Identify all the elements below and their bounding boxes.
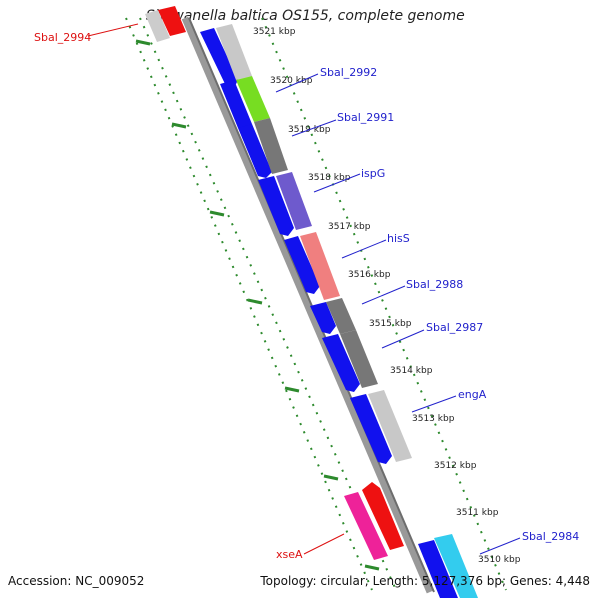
gene-label-sbal-2984[interactable]: Sbal_2984	[522, 530, 579, 543]
leader-line-sbal-2988	[361, 285, 406, 305]
gene-label-engA[interactable]: engA	[458, 388, 487, 401]
gene-block-sbal-2988	[326, 298, 356, 334]
gene-label-sbal-2991[interactable]: Sbal_2991	[337, 111, 394, 124]
gene-block-engA	[368, 390, 412, 462]
kbp-label: 3511 kbp	[456, 508, 499, 518]
kbp-label: 3513 kbp	[412, 414, 455, 424]
kbp-label: 3512 kbp	[434, 461, 477, 471]
major-tick	[135, 39, 151, 46]
kbp-labels: 3521 kbp 3520 kbp 3519 kbp 3518 kbp 3517…	[253, 27, 521, 565]
gene-block-sbal-2984	[434, 534, 478, 598]
genome-backbone	[181, 16, 434, 594]
map-title: Shewanella baltica OS155, complete genom…	[146, 8, 465, 24]
gene-blocks-left	[344, 482, 404, 560]
genome-backbone-shadow	[188, 17, 435, 593]
major-tick	[364, 564, 380, 571]
leader-line-sbal-2994	[87, 23, 139, 37]
gene-blocks-right	[145, 6, 478, 598]
gene-block	[145, 10, 170, 42]
leader-line-hisS	[341, 239, 387, 259]
kbp-label: 3518 kbp	[308, 173, 351, 183]
leader-line-xseA	[303, 533, 345, 555]
gene-block-ispG	[276, 172, 312, 230]
gene-label-sbal-2987[interactable]: Sbal_2987	[426, 321, 483, 334]
major-tick	[209, 210, 225, 217]
gene-labels: Sbal_2994 Sbal_2992 Sbal_2991 ispG hisS …	[34, 31, 579, 561]
leader-line-sbal-2984	[479, 537, 521, 555]
accession-text: Accession: NC_009052	[8, 574, 145, 588]
major-tick	[284, 386, 300, 393]
gene-block	[216, 24, 252, 80]
major-tick	[247, 298, 263, 305]
gene-block	[322, 334, 360, 392]
topology-text: Topology: circular; Length: 5,127,376 bp…	[260, 574, 590, 588]
gene-label-ispG[interactable]: ispG	[361, 167, 385, 180]
gene-block	[220, 80, 252, 130]
kbp-label: 3520 kbp	[270, 76, 313, 86]
kbp-label: 3517 kbp	[328, 222, 371, 232]
leader-line-ispG	[313, 173, 361, 193]
gene-block	[418, 540, 458, 598]
leader-line-sbal-2992	[275, 73, 319, 93]
gene-block-sbal-2987	[340, 330, 378, 388]
gene-block-sbal-2991	[254, 118, 288, 174]
gene-block	[284, 236, 320, 294]
gene-label-xseA[interactable]: xseA	[276, 548, 303, 561]
leader-line-sbal-2987	[381, 329, 425, 349]
gene-label-hisS[interactable]: hisS	[387, 232, 410, 245]
gene-leader-lines	[87, 23, 521, 555]
gene-block	[238, 124, 272, 178]
gene-label-sbal-2994[interactable]: Sbal_2994	[34, 31, 91, 44]
gene-block-xseA	[344, 492, 388, 560]
kbp-label: 3516 kbp	[348, 270, 391, 280]
leader-line-sbal-2991	[291, 119, 337, 137]
major-tick	[323, 474, 339, 481]
kbp-label: 3510 kbp	[478, 555, 521, 565]
gene-block	[362, 482, 404, 550]
gene-block	[200, 28, 238, 88]
major-ticks	[135, 39, 380, 571]
gene-block-sbal-2992	[236, 76, 270, 122]
gene-label-sbal-2992[interactable]: Sbal_2992	[320, 66, 377, 79]
gene-label-sbal-2988[interactable]: Sbal_2988	[406, 278, 463, 291]
gene-block	[350, 394, 392, 464]
gene-block	[258, 176, 294, 236]
leader-line-engA	[411, 395, 457, 413]
kbp-label: 3514 kbp	[390, 366, 433, 376]
kbp-label: 3515 kbp	[369, 319, 412, 329]
major-tick	[171, 122, 187, 129]
gene-block	[310, 302, 336, 334]
gene-block-hisS	[300, 232, 340, 300]
kbp-label: 3521 kbp	[253, 27, 296, 37]
gene-block-sbal-2994	[158, 6, 186, 36]
